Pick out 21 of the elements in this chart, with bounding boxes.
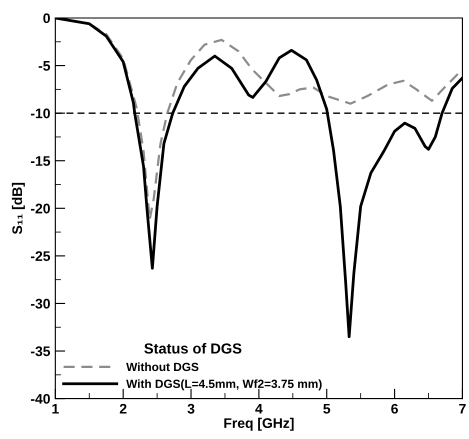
- y-tick-label: -10: [30, 108, 50, 118]
- x-tick-label: 2: [120, 404, 126, 414]
- y-tick-label: -20: [30, 204, 50, 214]
- x-tick-label: 7: [459, 404, 466, 414]
- legend-label: Without DGS: [126, 362, 198, 372]
- y-tick-label: -35: [30, 346, 50, 356]
- x-tick-label: 1: [52, 404, 59, 414]
- legend-label: With DGS(L=4.5mm, Wf2=3.75 mm): [126, 379, 322, 390]
- x-tick-label: 5: [323, 404, 330, 414]
- y-tick-label: -15: [30, 156, 50, 166]
- y-tick-label: -25: [30, 251, 50, 262]
- legend-title: Status of DGS: [144, 342, 242, 354]
- x-axis-title: Freq [GHz]: [224, 418, 294, 431]
- x-tick-label: 3: [187, 404, 194, 414]
- y-axis-title: S₁₁ [dB]: [12, 182, 25, 234]
- x-tick-label: 4: [255, 404, 263, 414]
- y-tick-label: -30: [30, 298, 50, 309]
- y-tick-label: -40: [30, 394, 50, 404]
- x-tick-label: 6: [391, 404, 398, 414]
- y-tick-label: -5: [38, 61, 50, 71]
- y-tick-label: 0: [43, 13, 50, 24]
